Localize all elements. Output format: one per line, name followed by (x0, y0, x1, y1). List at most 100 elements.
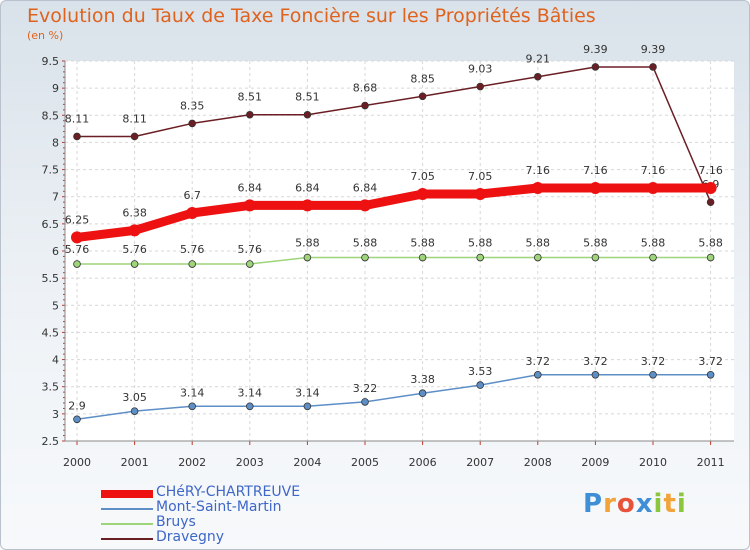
data-label: 8.85 (410, 72, 435, 85)
y-tick-label: 3.5 (42, 381, 60, 394)
y-tick-label: 4.5 (42, 326, 60, 339)
data-point (71, 231, 83, 244)
data-point (706, 370, 715, 379)
data-label: 5.88 (468, 237, 493, 250)
data-point (361, 253, 369, 262)
data-point (591, 253, 600, 262)
data-point (188, 402, 197, 411)
data-point (246, 402, 254, 411)
data-point (649, 370, 657, 379)
data-point (647, 182, 659, 195)
x-tick-label: 2006 (409, 456, 437, 469)
chart-title: Evolution du Taux de Taxe Foncière sur l… (27, 5, 596, 27)
data-label: 7.16 (641, 164, 666, 177)
legend-label: Mont-Saint-Martin (156, 499, 282, 515)
data-point (130, 407, 139, 415)
data-point (301, 199, 314, 212)
data-label: 3.72 (698, 355, 723, 368)
data-point (359, 199, 371, 212)
y-tick-label: 9 (52, 82, 59, 95)
data-label: 8.51 (238, 91, 263, 104)
data-label: 6.84 (295, 181, 320, 194)
data-point (246, 260, 254, 268)
data-point (418, 92, 427, 101)
x-tick-label: 2011 (697, 456, 725, 469)
data-label: 6.7 (183, 189, 201, 202)
x-tick-label: 2005 (351, 456, 379, 469)
data-label: 6.84 (238, 181, 263, 194)
data-point (476, 381, 485, 389)
y-tick-label: 8 (52, 136, 59, 149)
logo-letter: x (635, 489, 654, 519)
data-label: 3.38 (410, 373, 435, 386)
legend-swatch (101, 490, 153, 498)
data-point (474, 188, 487, 200)
data-label: 3.72 (583, 355, 608, 368)
data-point (476, 253, 485, 262)
data-point (706, 198, 715, 206)
data-label: 7.16 (526, 164, 551, 177)
data-label: 8.68 (353, 82, 378, 95)
data-point (649, 63, 657, 71)
data-label: 8.11 (65, 112, 90, 125)
data-label: 5.88 (698, 237, 723, 250)
data-label: 9.39 (583, 43, 608, 56)
series-line-dravegny (76, 66, 712, 203)
data-point (589, 182, 602, 195)
x-tick-label: 2002 (178, 456, 206, 469)
data-label: 3.14 (180, 386, 205, 399)
data-label: 5.88 (353, 237, 378, 250)
y-tick-label: 7 (52, 191, 59, 204)
logo-letter: i (676, 489, 687, 519)
data-label: 5.76 (65, 243, 90, 256)
data-label: 6.25 (65, 213, 90, 226)
data-label: 3.05 (122, 391, 147, 404)
data-point (128, 224, 141, 237)
data-point (704, 182, 717, 195)
legend-label: Dravegny (156, 529, 225, 545)
data-label: 7.05 (468, 170, 493, 183)
x-tick-label: 2000 (63, 456, 91, 469)
data-label: 8.11 (122, 112, 147, 125)
legend-swatch (101, 508, 153, 510)
data-point (73, 260, 81, 268)
legend-swatch (101, 523, 153, 525)
data-point (243, 199, 256, 212)
chart-subtitle: (en %) (27, 29, 64, 42)
legend-label: CHéRY-CHARTREUVE (156, 484, 301, 500)
x-tick-label: 2004 (293, 456, 321, 469)
data-label: 9.21 (526, 53, 551, 66)
logo-letter: o (616, 489, 636, 519)
data-point (130, 132, 139, 141)
data-label: 7.16 (583, 164, 608, 177)
data-point (246, 110, 254, 119)
x-tick-label: 2001 (121, 456, 149, 469)
data-point (361, 398, 369, 406)
series-line-mont-saint-martin (76, 374, 712, 421)
data-point (531, 182, 544, 195)
x-tick-label: 2003 (236, 456, 264, 469)
data-label: 7.05 (410, 170, 435, 183)
data-point (303, 110, 312, 119)
data-label: 2.9 (68, 399, 86, 412)
data-label: 9.39 (641, 43, 666, 56)
x-tick-label: 2009 (581, 456, 609, 469)
y-tick-label: 8.5 (42, 109, 60, 122)
data-point (533, 253, 542, 262)
data-label: 3.53 (468, 365, 493, 378)
data-label: 3.72 (526, 355, 551, 368)
x-tick-label: 2007 (466, 456, 494, 469)
data-point (418, 253, 427, 262)
y-tick-label: 5.5 (42, 272, 60, 285)
data-label: 5.76 (180, 243, 205, 256)
series-line-bruys (76, 256, 712, 265)
data-label: 3.14 (295, 386, 320, 399)
data-label: 5.76 (122, 243, 147, 256)
data-label: 8.51 (295, 91, 320, 104)
data-label: 6.38 (122, 206, 147, 219)
y-tick-label: 3 (52, 408, 59, 421)
logo-letter: r (603, 489, 617, 519)
data-point (418, 389, 427, 398)
